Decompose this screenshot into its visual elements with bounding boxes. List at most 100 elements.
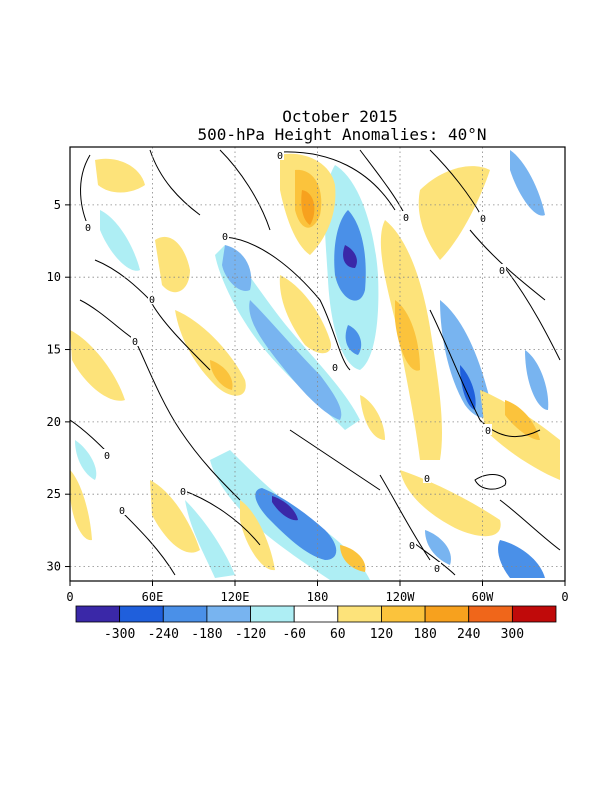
colorbar-label: -300 [104, 627, 135, 642]
colorbar-swatch [424, 605, 470, 623]
contour-label: 0 [180, 487, 186, 498]
contour-label: 0 [409, 541, 415, 552]
neg-cell-midatlantic-lower [425, 530, 451, 565]
pos-cell-left-edge [70, 470, 92, 541]
x-tick-label: 120E [221, 590, 250, 604]
neg-core-dateline-lower [345, 325, 362, 355]
contour-label-bg [131, 335, 139, 346]
zero-contour-line [181, 489, 261, 546]
contour-label: 0 [132, 337, 138, 348]
contour-label-bg [179, 485, 187, 496]
colorbar-label: -120 [235, 627, 266, 642]
pos-max-pacific-upper [301, 190, 315, 225]
contour-label: 0 [119, 506, 125, 517]
zero-contour-line [499, 499, 561, 551]
pos-core-east [505, 400, 540, 440]
colorbar-swatch [75, 605, 121, 623]
colorbar-tick-labels: -300 -240 -180 -120 -60 60 120 180 240 300 [104, 627, 524, 642]
contour-label-bg [498, 264, 506, 275]
y-tick-label: 10 [47, 270, 61, 284]
colorbar-label: 180 [413, 627, 436, 642]
colorbar-swatch [250, 605, 295, 623]
contour-label: 0 [149, 295, 155, 306]
colorbar-swatch [162, 605, 208, 623]
x-axis: 0 60E 120E 180 120W 60W 0 [66, 581, 569, 604]
pos-band-northeast [418, 166, 490, 260]
contour-label-bg [479, 212, 487, 223]
contour-label: 0 [332, 363, 338, 374]
zero-contour-line [359, 149, 406, 216]
y-axis: 5 10 15 20 25 30 [47, 198, 70, 574]
colorbar-swatch [337, 605, 382, 623]
colorbar-label: -180 [191, 627, 222, 642]
contour-label-bg [118, 504, 126, 515]
zero-contour-line [119, 509, 176, 576]
contour-label-bg [103, 449, 111, 460]
contour-label-bg [331, 361, 339, 372]
colorbar-label: 300 [501, 627, 524, 642]
contour-label: 0 [222, 232, 228, 243]
colorbar-label: -240 [148, 627, 179, 642]
zero-contour-line [429, 309, 541, 438]
pos-band-europe [95, 158, 145, 193]
neg-cell-east-atlantic [525, 350, 549, 410]
contour-label-bg [433, 562, 441, 573]
colorbar-label: 240 [457, 627, 480, 642]
x-tick-label: 0 [66, 590, 73, 604]
contour-label-bg [221, 230, 229, 241]
pos-cell-asia-core [210, 360, 233, 390]
zero-contour-line [379, 474, 431, 561]
neg-cell-atlantic-core [460, 365, 476, 410]
contour-labels: 0 0 0 0 0 0 0 0 0 0 0 0 0 0 0 0 [84, 149, 506, 575]
y-tick-label: 5 [54, 198, 61, 212]
colorbar-swatch [511, 605, 557, 623]
contour-label: 0 [424, 474, 430, 485]
contour-label-bg [84, 221, 92, 232]
colorbar [75, 605, 557, 623]
contour-label-bg [276, 149, 284, 160]
anomaly-shading [70, 150, 560, 580]
colorbar-label: -60 [282, 627, 305, 642]
contour-label: 0 [85, 223, 91, 234]
contour-label-bg [402, 211, 410, 222]
x-tick-label: 0 [561, 590, 568, 604]
y-tick-label: 15 [47, 343, 61, 357]
x-tick-label: 120W [386, 590, 416, 604]
zero-contour-line [474, 474, 507, 490]
zero-contour-line [504, 267, 561, 361]
contour-label-bg [148, 293, 156, 304]
zero-contour-line [149, 149, 201, 216]
neg-cell-asia-upper [100, 210, 140, 271]
zero-contour-line [469, 229, 546, 301]
contour-label: 0 [277, 151, 283, 162]
neg-cell-atlantic-lower [498, 540, 545, 578]
neg-cell-central-asia [185, 500, 235, 578]
pos-band-lower-left [150, 480, 200, 553]
contour-label-bg [484, 424, 492, 435]
neg-max-dateline [343, 245, 357, 268]
zero-contour-line [224, 236, 351, 371]
pos-core-atlantic [395, 300, 420, 371]
contour-label: 0 [485, 426, 491, 437]
colorbar-swatch [293, 605, 339, 623]
zero-contour-line [279, 151, 396, 211]
neg-cell-northeast [510, 150, 545, 216]
zero-contour-line [429, 149, 483, 218]
colorbar-swatch [206, 605, 251, 623]
colorbar-swatch [468, 605, 513, 623]
pos-cell-mid-atlantic-2 [360, 395, 385, 440]
pos-band-pacific-middle [279, 275, 331, 354]
contour-label: 0 [104, 451, 110, 462]
contour-label: 0 [434, 564, 440, 575]
pos-band-lower-mid [240, 500, 275, 571]
plot-area: 0 0 0 0 0 0 0 0 0 0 0 0 0 0 0 0 [70, 147, 565, 581]
contour-label: 0 [480, 214, 486, 225]
y-tick-label: 20 [47, 415, 61, 429]
pos-band-lower-right [400, 470, 501, 537]
zero-contour-line [219, 149, 271, 231]
pos-cell-lower-dateline [340, 545, 366, 572]
contour-label-bg [423, 472, 431, 483]
neg-core-pacific-diagonal [249, 300, 342, 420]
colorbar-swatch [119, 605, 164, 623]
y-tick-label: 30 [47, 560, 61, 574]
